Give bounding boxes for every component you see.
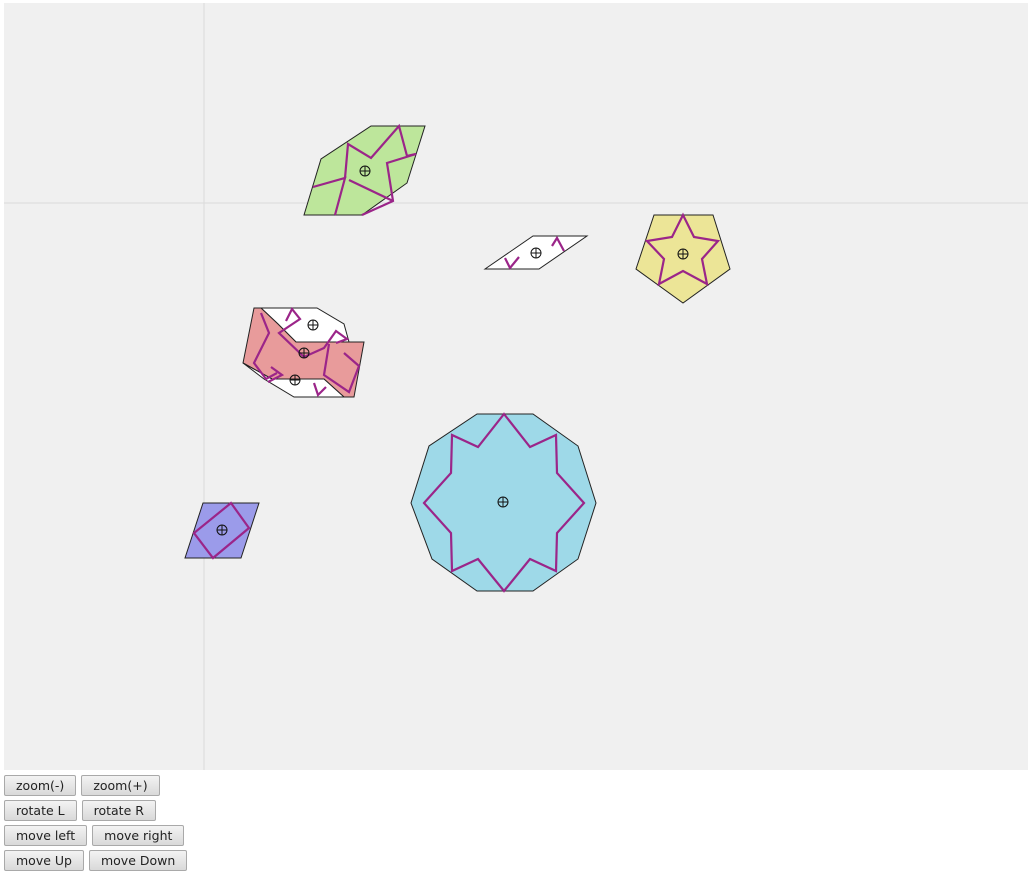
zoom-out-button[interactable]: zoom(-) — [4, 775, 77, 796]
move-handle-icon[interactable] — [497, 496, 509, 508]
tile-canvas[interactable] — [4, 3, 1028, 770]
purple-rhombus-tile[interactable] — [184, 501, 260, 560]
white-thin-rhombus-tile[interactable] — [483, 235, 589, 271]
move-handle-icon[interactable] — [359, 165, 371, 177]
rotate-right-button[interactable]: rotate R — [81, 800, 156, 821]
zoom-row: zoom(-) zoom(+) — [4, 775, 187, 796]
canvas-background — [4, 3, 1028, 770]
move-right-button[interactable]: move right — [92, 825, 185, 846]
move-down-button[interactable]: move Down — [88, 850, 188, 871]
rotate-row: rotate L rotate R — [4, 800, 187, 821]
tile-canvas-svg[interactable] — [4, 3, 1028, 770]
composite-bowtie-tile[interactable] — [242, 306, 365, 398]
control-panel: zoom(-) zoom(+) rotate L rotate R move l… — [4, 775, 188, 875]
blue-decagon-tile[interactable] — [410, 412, 597, 593]
move-horizontal-row: move left move right — [4, 825, 187, 846]
move-handle-icon[interactable] — [216, 524, 228, 536]
rotate-left-button[interactable]: rotate L — [4, 800, 77, 821]
move-handle-icon[interactable] — [289, 374, 301, 386]
yellow-pentagon-tile[interactable] — [635, 212, 731, 304]
move-vertical-row: move Up move Down — [4, 850, 188, 871]
move-left-button[interactable]: move left — [4, 825, 88, 846]
move-handle-icon[interactable] — [298, 347, 310, 359]
zoom-in-button[interactable]: zoom(+) — [81, 775, 160, 796]
green-hexagon-tile[interactable] — [303, 123, 426, 217]
move-up-button[interactable]: move Up — [4, 850, 84, 871]
move-handle-icon[interactable] — [530, 247, 542, 259]
move-handle-icon[interactable] — [307, 319, 319, 331]
move-handle-icon[interactable] — [677, 248, 689, 260]
